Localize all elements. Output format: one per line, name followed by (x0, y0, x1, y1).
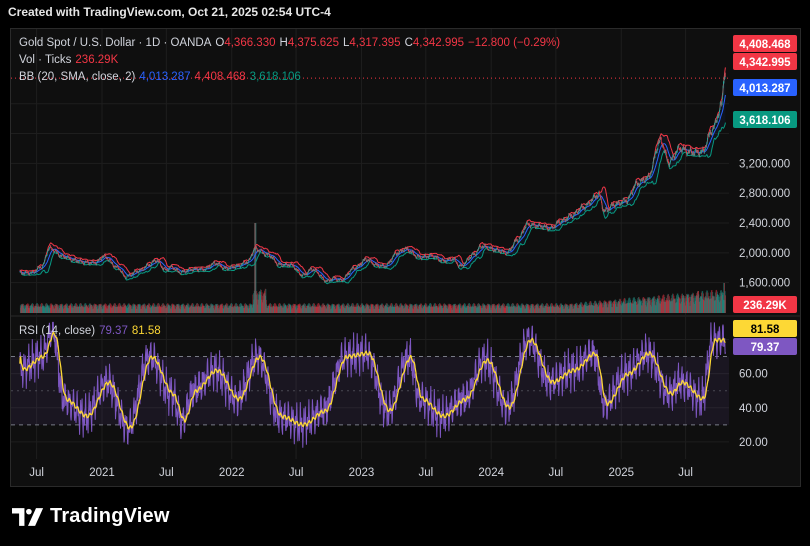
volume-bar (101, 304, 103, 313)
volume-bar (300, 304, 302, 313)
volume-bar (255, 223, 257, 313)
time-tick-label: 2022 (219, 467, 245, 479)
price-tick-label: 2,000.000 (739, 248, 790, 260)
bb-fill-area (19, 67, 726, 284)
volume-bar (295, 304, 297, 313)
price-axis[interactable]: 1,600.000 2,000.000 2,400.000 2,800.000 3,20… (739, 158, 790, 289)
tradingview-logo-icon (12, 507, 44, 526)
time-tick-label: 2021 (89, 467, 115, 479)
volume-bar (724, 283, 725, 313)
svg-text:4,013.287: 4,013.287 (739, 83, 790, 95)
rsi-legend: RSI (14, close) 79.37 81.58 (19, 325, 161, 337)
volume-bar (377, 304, 379, 313)
price-candles (19, 72, 726, 283)
volume-bar (96, 305, 98, 313)
volume-bar (213, 305, 215, 313)
svg-text:3,618.106: 3,618.106 (739, 115, 790, 127)
svg-text:4,408.468: 4,408.468 (739, 39, 791, 51)
rsi-ma-line (19, 331, 726, 430)
main-legend: Gold Spot / U.S. Dollar · 1D · OANDA O4,3… (19, 37, 560, 49)
volume-bar (140, 304, 141, 313)
rsi-tick-label: 20.00 (739, 437, 768, 449)
rsi-grid (11, 338, 729, 443)
time-tick-label: Jul (678, 467, 693, 479)
time-tick-label: 2025 (609, 467, 635, 479)
bb-band-fill (19, 67, 726, 284)
price-tick-label: 2,400.000 (739, 218, 790, 230)
svg-text:4,342.995: 4,342.995 (739, 57, 791, 69)
rsi-axis[interactable]: 20.00 40.00 60.00 (739, 369, 768, 449)
time-tick-label: Jul (549, 467, 564, 479)
volume-bar (494, 304, 496, 313)
time-tick-label: Jul (418, 467, 433, 479)
volume-bars (19, 223, 726, 313)
time-tick-label: 2023 (349, 467, 375, 479)
volume-bar (725, 295, 726, 313)
volume-bar (252, 294, 254, 313)
rsi-line (19, 321, 726, 448)
volume-bar (533, 304, 535, 313)
volume-bar (456, 305, 457, 313)
svg-text:79.37: 79.37 (751, 342, 780, 354)
volume-bar (572, 304, 574, 313)
symbol-title: Gold Spot / U.S. Dollar · 1D · OANDA (19, 37, 212, 49)
tradingview-logo: TradingView (12, 505, 170, 528)
chart-canvas[interactable]: 1,600.000 2,000.000 2,400.000 2,800.000 3,20… (11, 29, 800, 486)
badge-rsi-value: 79.37 (733, 338, 797, 355)
badge-close-price: 4,342.995 (733, 53, 797, 70)
created-with-header: Created with TradingView.com, Oct 21, 20… (8, 5, 331, 19)
volume-bar (57, 305, 59, 313)
badge-bb-basis: 4,013.287 (733, 79, 797, 96)
volume-bar (291, 305, 292, 313)
time-tick-label: Jul (159, 467, 174, 479)
rsi-tick-label: 40.00 (739, 403, 768, 415)
volume-bar (339, 304, 340, 313)
chart-frame[interactable]: 1,600.000 2,000.000 2,400.000 2,800.000 3,20… (10, 28, 801, 487)
badge-volume: 236.29K (733, 296, 797, 313)
rsi-tick-label: 60.00 (739, 369, 768, 381)
volume-bar (567, 305, 569, 313)
tradingview-brand-text: TradingView (50, 505, 170, 527)
volume-bar (23, 304, 25, 313)
price-grid (11, 29, 729, 459)
bb-basis-line (19, 94, 726, 282)
bb-legend: BB (20, SMA, close, 2) 4,013.287 4,408.468… (19, 71, 301, 83)
volume-bar (528, 305, 530, 313)
price-tick-label: 2,800.000 (739, 188, 790, 200)
svg-text:81.58: 81.58 (751, 324, 780, 336)
volume-bar (334, 304, 336, 313)
time-tick-label: Jul (289, 467, 304, 479)
badge-bb-upper: 4,408.468 (733, 35, 797, 52)
price-tick-label: 3,200.000 (739, 158, 790, 170)
volume-bar (490, 305, 491, 313)
volume-bar (689, 296, 691, 313)
volume-bar (417, 305, 419, 313)
bb-upper-line (19, 67, 726, 280)
volume-bar (218, 305, 220, 313)
time-tick-label: 2024 (478, 467, 504, 479)
badge-rsi-ma: 81.58 (733, 320, 797, 337)
volume-bar (451, 305, 453, 313)
time-axis[interactable]: Jul 2021 Jul 2022 Jul 2023 Jul 2024 Jul 2025 Jul (29, 467, 693, 479)
badge-bb-lower: 3,618.106 (733, 111, 797, 128)
volume-legend: Vol · Ticks 236.29K (19, 54, 119, 66)
price-tick-label: 1,600.000 (739, 278, 790, 290)
time-tick-label: Jul (29, 467, 44, 479)
svg-text:236.29K: 236.29K (743, 300, 787, 312)
volume-bar (62, 304, 64, 313)
volume-bar (257, 293, 258, 313)
